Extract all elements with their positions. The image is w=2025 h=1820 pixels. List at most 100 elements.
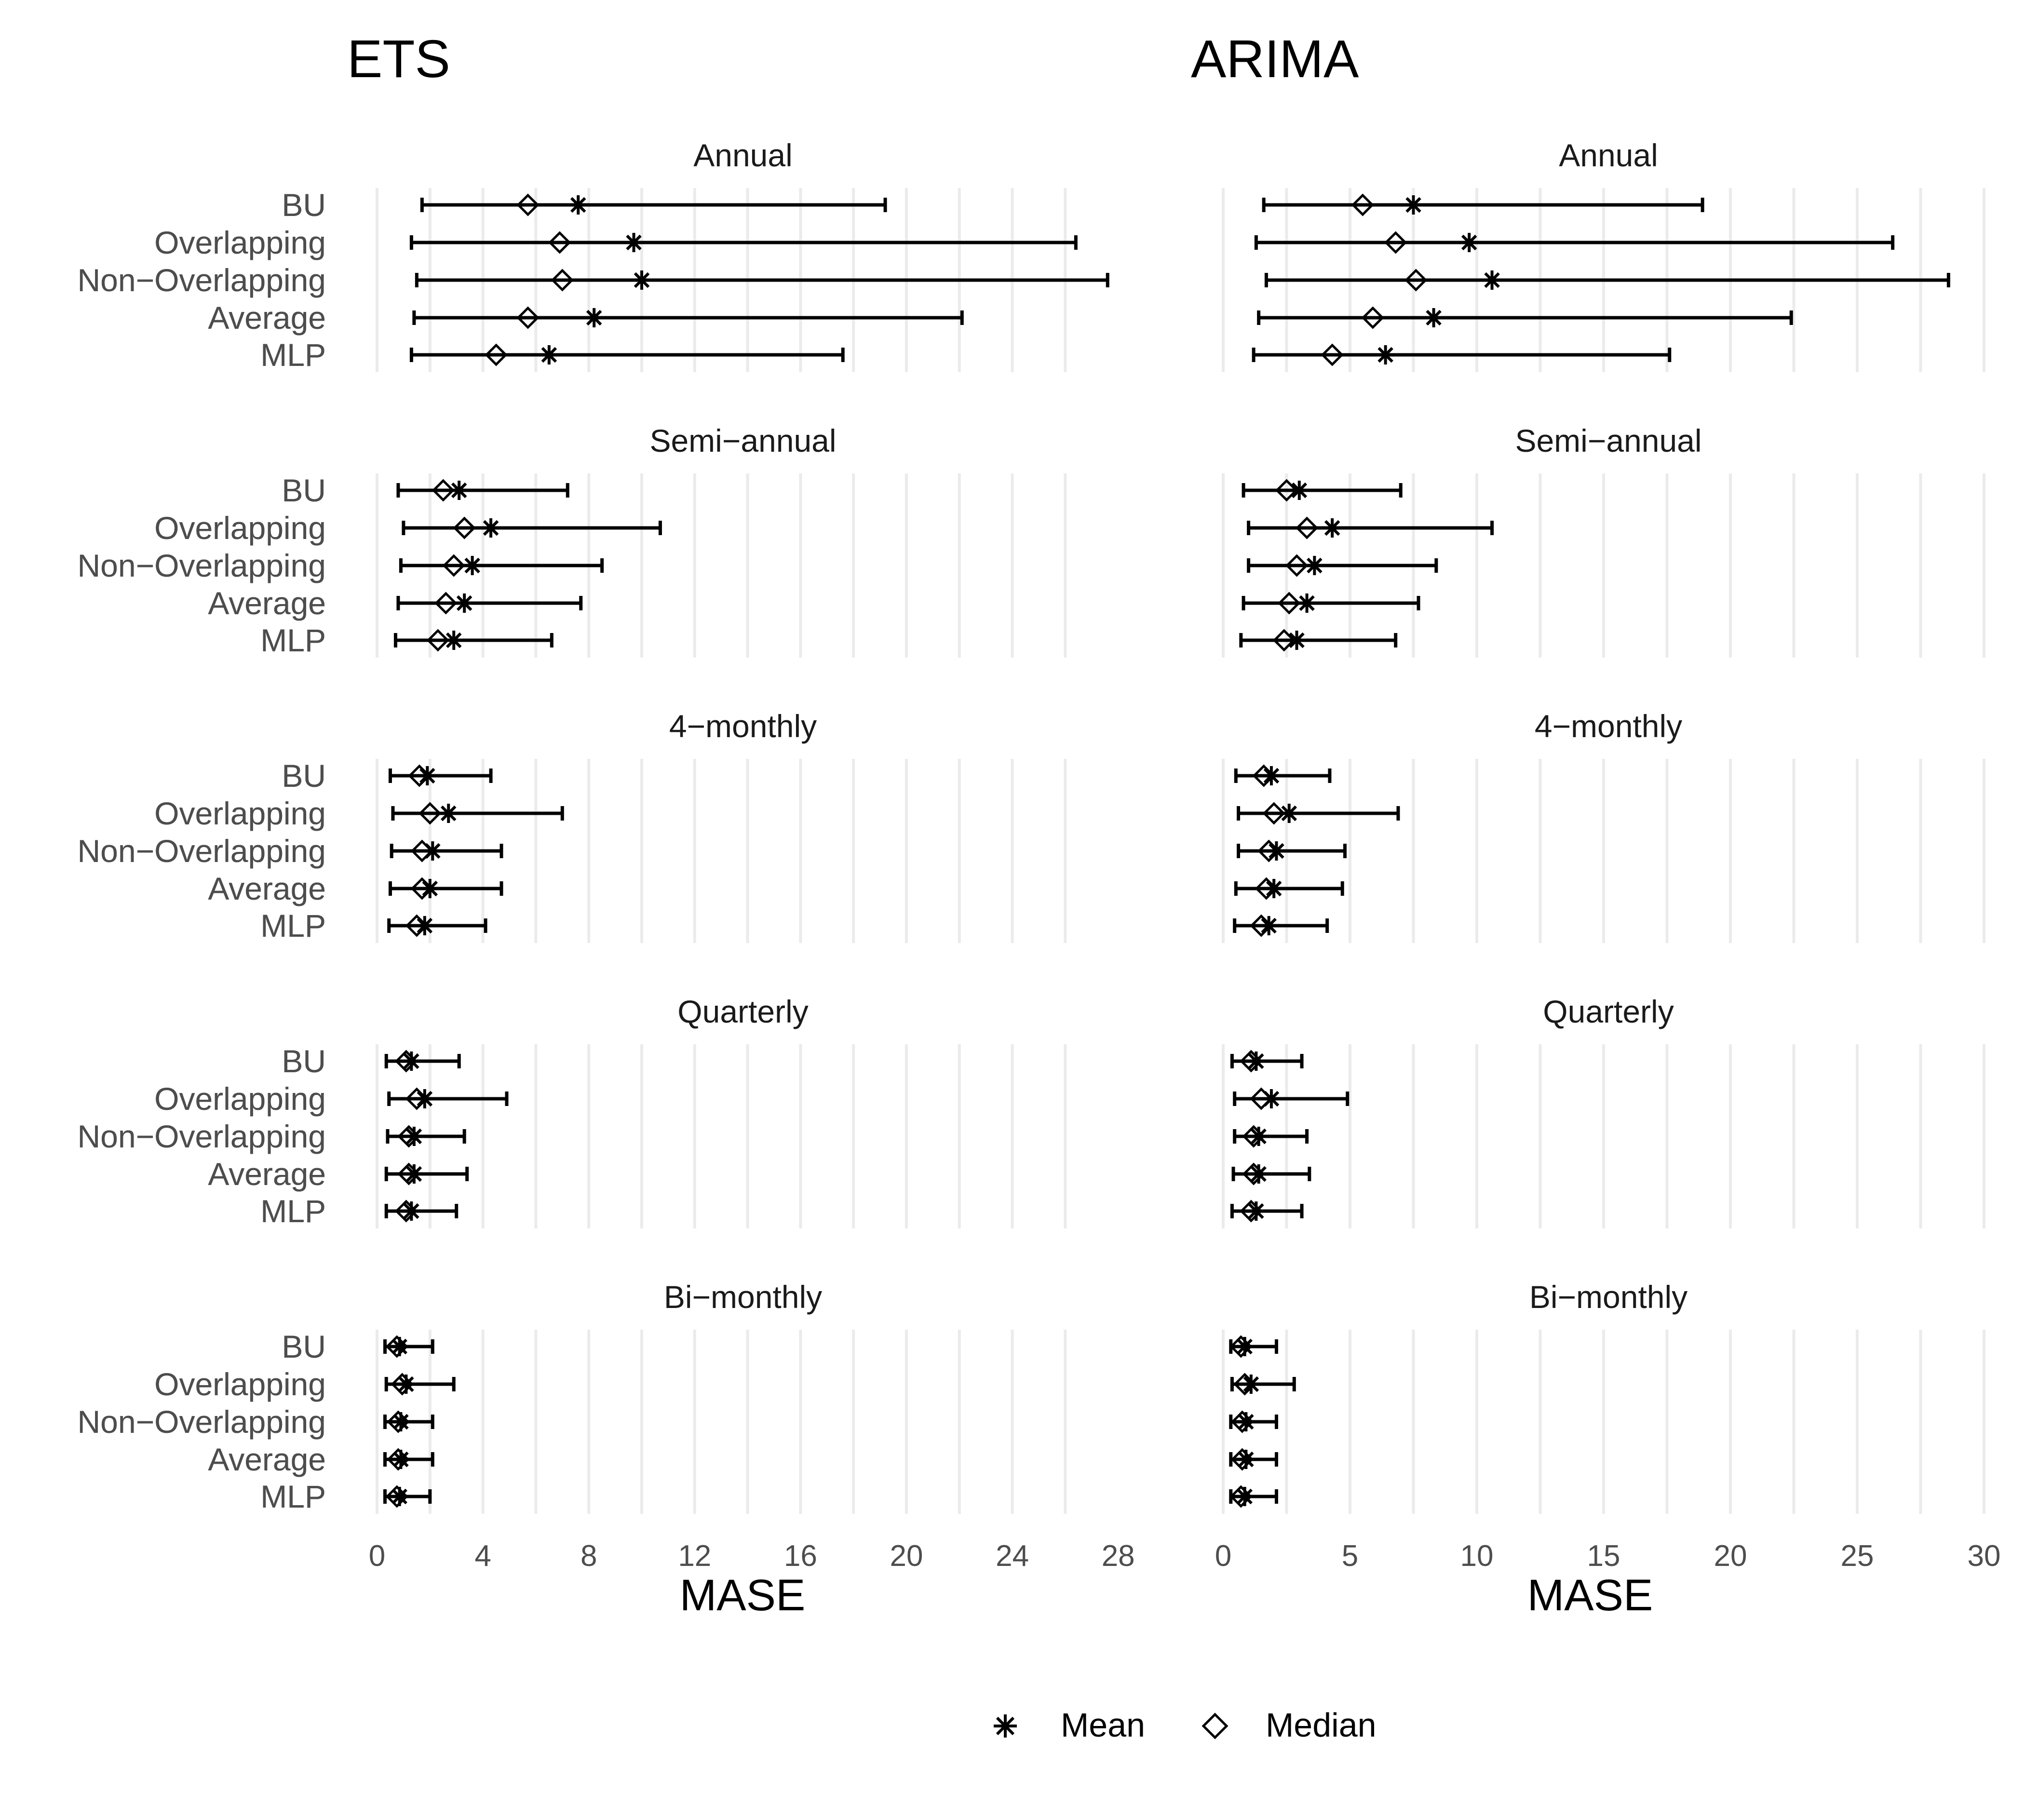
- errorbar-row: MLP: [260, 622, 554, 658]
- category-label: Overlapping: [154, 510, 326, 546]
- category-label: Overlapping: [154, 1081, 326, 1117]
- median-marker: [418, 802, 442, 825]
- mean-marker: [1305, 556, 1324, 575]
- mean-marker: [1246, 1201, 1266, 1221]
- category-label: MLP: [260, 337, 326, 373]
- facet-panel: Quarterly BUOverlappingNon−OverlappingAve…: [78, 994, 1067, 1229]
- errorbar-row: Non−Overlapping: [78, 833, 1347, 869]
- errorbar-row: Non−Overlapping: [78, 1119, 466, 1154]
- category-label: Average: [208, 1156, 326, 1192]
- category-label: MLP: [260, 1479, 326, 1514]
- category-label: BU: [282, 1329, 326, 1364]
- legend-mean-marker: [994, 1714, 1017, 1738]
- median-marker: [485, 343, 508, 366]
- errorbar-row: Non−Overlapping: [78, 262, 1950, 298]
- errorbar-row: BU: [282, 1043, 461, 1079]
- facet-strip-label: Annual: [693, 137, 793, 173]
- mean-marker: [1279, 804, 1299, 823]
- errorbar-row: Average: [208, 871, 503, 906]
- category-label: Overlapping: [154, 1081, 326, 1117]
- errorbar-row: BU: [282, 187, 887, 223]
- ets-column-title: ETS: [347, 29, 450, 89]
- x-tick-label: 20: [890, 1539, 923, 1573]
- mean-marker: [418, 766, 437, 785]
- errorbar-row: Average: [208, 1442, 1278, 1477]
- mean-marker: [1424, 308, 1444, 327]
- median-marker: [548, 231, 571, 254]
- median-marker: [551, 269, 574, 292]
- plot-area: AnnualBUOverlappingNon−OverlappingAverag…: [78, 137, 2001, 1573]
- errorbar-row: Average: [208, 300, 1793, 336]
- median-marker: [1272, 629, 1296, 652]
- median-marker: [1321, 343, 1344, 366]
- category-label: Non−Overlapping: [78, 1119, 326, 1154]
- errorbar-row: Average: [208, 585, 1420, 621]
- mean-marker: [415, 1089, 434, 1108]
- mean-marker: [1246, 1052, 1266, 1071]
- mean-marker: [539, 345, 559, 364]
- errorbar-row: Average: [208, 585, 583, 621]
- x-tick-label: 10: [1460, 1539, 1494, 1573]
- category-label: Overlapping: [154, 1366, 326, 1402]
- facet-strip-label: Quarterly: [677, 994, 808, 1029]
- errorbar-row: Overlapping: [154, 225, 1078, 260]
- mean-marker: [1482, 270, 1502, 290]
- mean-marker: [1261, 1089, 1281, 1108]
- median-marker: [434, 592, 458, 615]
- errorbar-row: BU: [282, 1329, 1278, 1364]
- category-label: Average: [208, 300, 326, 336]
- category-label: MLP: [260, 337, 326, 373]
- errorbar-row: Average: [208, 300, 964, 336]
- errorbar-row: Non−Overlapping: [78, 262, 1109, 298]
- category-label: Non−Overlapping: [78, 1404, 326, 1440]
- category-label: Non−Overlapping: [78, 1404, 326, 1440]
- mean-marker: [1261, 766, 1281, 785]
- facet-panel: 4−monthly BUOverlappingNon−OverlappingAve…: [78, 708, 1067, 944]
- category-label: Average: [208, 1156, 326, 1192]
- mean-marker: [1297, 593, 1317, 613]
- mean-marker: [439, 804, 459, 823]
- mean-marker: [632, 270, 651, 290]
- median-marker: [442, 554, 465, 577]
- category-label: BU: [282, 1043, 326, 1079]
- mean-marker: [568, 195, 588, 215]
- errorbar-row: MLP: [260, 1479, 432, 1514]
- mean-marker: [391, 1412, 411, 1431]
- x-tick-label: 0: [1215, 1539, 1231, 1573]
- median-marker: [516, 193, 540, 216]
- legend-median-symbol: [1202, 1712, 1228, 1739]
- mean-marker: [390, 1487, 409, 1506]
- category-label: Non−Overlapping: [78, 1119, 326, 1154]
- mean-marker: [420, 879, 440, 898]
- errorbar-row: Average: [208, 1156, 1311, 1192]
- errorbar-row: BU: [282, 187, 1704, 223]
- category-label: BU: [282, 187, 326, 223]
- category-label: Average: [208, 871, 326, 906]
- mean-marker: [1236, 1412, 1256, 1431]
- category-label: Non−Overlapping: [78, 548, 326, 583]
- facet-strip-label: Quarterly: [1543, 994, 1674, 1029]
- mean-marker: [423, 841, 443, 861]
- mean-marker: [396, 1375, 416, 1394]
- mean-marker: [1249, 1164, 1269, 1184]
- facet-panel: Bi−monthly BUOverlappingNon−OverlappingAv…: [78, 1279, 1985, 1514]
- category-label: MLP: [260, 622, 326, 658]
- facet-panel: Annual BUOverlappingNon−OverlappingAverag…: [78, 137, 1985, 373]
- x-tick-label: 0: [369, 1539, 385, 1573]
- errorbar-row: Overlapping: [154, 510, 662, 546]
- facet-panel: Semi−annual BUOverlappingNon−OverlappingA…: [78, 423, 1067, 658]
- category-label: Average: [208, 1442, 326, 1477]
- errorbar-row: BU: [282, 758, 1332, 794]
- errorbar-row: Overlapping: [154, 1366, 456, 1402]
- category-label: Average: [208, 585, 326, 621]
- mean-marker: [1459, 233, 1479, 252]
- mean-marker: [462, 556, 482, 575]
- category-label: MLP: [260, 1193, 326, 1229]
- category-label: Non−Overlapping: [78, 548, 326, 583]
- facet-strip-label: Bi−monthly: [664, 1279, 822, 1315]
- facet-strip-label: Bi−monthly: [1529, 1279, 1688, 1315]
- errorbar-row: Average: [208, 871, 1344, 906]
- x-tick-label: 4: [474, 1539, 491, 1573]
- category-label: BU: [282, 758, 326, 794]
